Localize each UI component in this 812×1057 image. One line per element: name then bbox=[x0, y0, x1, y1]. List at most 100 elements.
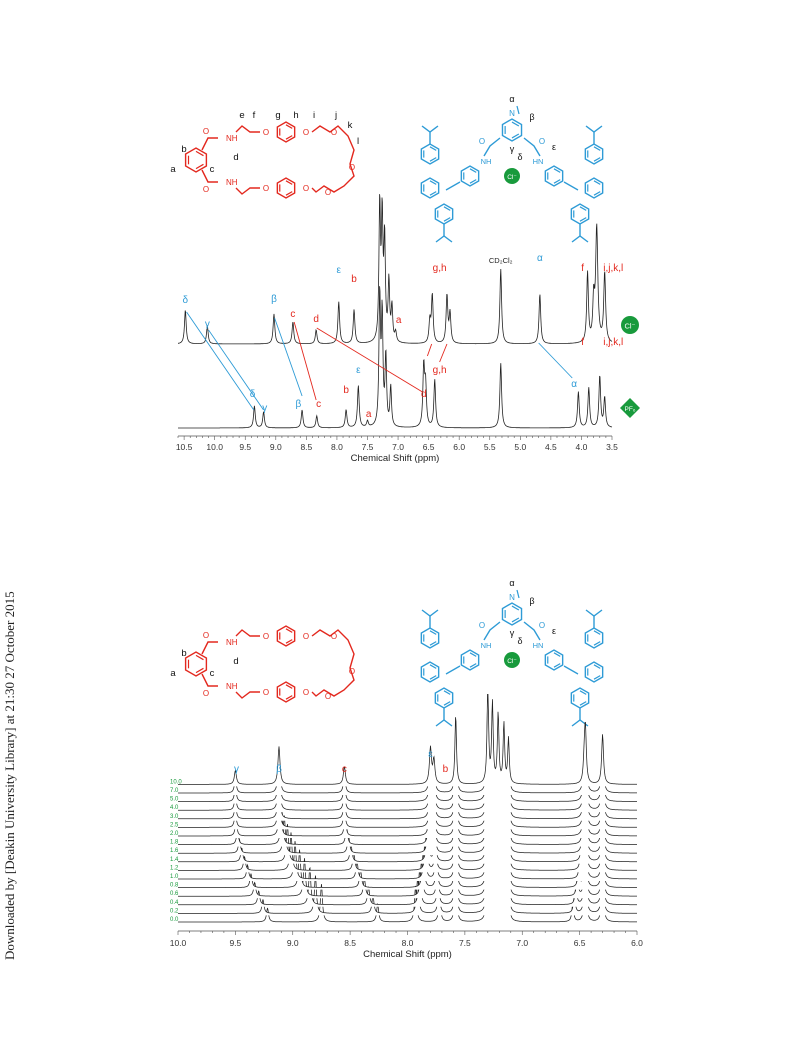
aryl-ring-top bbox=[276, 625, 296, 647]
trityl-ring-double-bond bbox=[579, 206, 587, 211]
spectrum-mask bbox=[178, 694, 637, 787]
chloride-badge bbox=[621, 316, 639, 334]
spectrum-mask bbox=[178, 746, 637, 838]
titration-spectrum bbox=[178, 728, 637, 820]
equivalents-label: 1.6 bbox=[170, 848, 179, 854]
peak-label-titration: ε bbox=[428, 749, 433, 760]
titration-spectrum bbox=[178, 771, 637, 863]
x-tick-label: 8.5 bbox=[344, 938, 356, 948]
isophthalamide-ring bbox=[184, 651, 208, 677]
trityl-ring-double-bond bbox=[429, 664, 437, 669]
peak-label-pf6: α bbox=[571, 379, 577, 390]
proton-letter: e bbox=[239, 110, 244, 121]
proton-letter: d bbox=[233, 152, 238, 163]
equivalents-label: 0.4 bbox=[170, 900, 179, 906]
nh-atom: NH bbox=[226, 178, 238, 187]
x-tick-label: 6.0 bbox=[453, 442, 465, 452]
peak-label-cl: δ bbox=[183, 295, 189, 306]
aryl-ring-bottom bbox=[276, 681, 296, 703]
oxygen-atom: O bbox=[479, 621, 485, 630]
x-tick-label: 7.0 bbox=[392, 442, 404, 452]
equivalents-label: 2.0 bbox=[170, 831, 179, 837]
pyridinium-ring-double-bond bbox=[511, 617, 520, 623]
amide-top bbox=[201, 641, 218, 655]
solvent-label: CD₂Cl₂ bbox=[489, 256, 513, 265]
aryl-ring-bottom-double-bond bbox=[285, 684, 293, 689]
nh-atom: HN bbox=[533, 157, 544, 166]
anilide-ring-left-double-bond bbox=[469, 652, 477, 657]
x-tick-label: 9.5 bbox=[229, 938, 241, 948]
anilide-ring-right bbox=[544, 649, 564, 671]
chloride-ion-label: Cl⁻ bbox=[507, 658, 517, 665]
nitrogen-atom: N bbox=[509, 593, 515, 602]
trityl-ring-double-bond bbox=[443, 690, 451, 695]
linker-top bbox=[235, 629, 260, 637]
nh-atom: HN bbox=[533, 641, 544, 650]
aryl-ring-bottom-double-bond bbox=[285, 191, 293, 196]
x-tick-label: 4.5 bbox=[545, 442, 557, 452]
correlation-line bbox=[316, 327, 423, 393]
spectrum-pf6 bbox=[178, 286, 613, 429]
equivalents-label: 0.6 bbox=[170, 891, 179, 897]
peak-label-titration: β bbox=[276, 764, 282, 775]
peak-label-pf6: ε bbox=[356, 365, 361, 376]
titration-spectrum bbox=[178, 719, 637, 811]
peak-label-cl: i,j,k,l bbox=[603, 263, 623, 274]
x-tick-label: 5.5 bbox=[484, 442, 496, 452]
equivalents-label: 0.2 bbox=[170, 908, 179, 914]
linker-top bbox=[235, 125, 260, 133]
chloride-ion bbox=[504, 652, 520, 668]
isophthalamide-ring-double-bond bbox=[195, 667, 204, 674]
peak-label-cl: ε bbox=[337, 265, 342, 276]
equivalents-label: 0.0 bbox=[170, 917, 179, 923]
isophthalamide-ring bbox=[184, 147, 208, 173]
x-axis-label: Chemical Shift (ppm) bbox=[363, 949, 452, 960]
spectrum-mask bbox=[178, 728, 637, 821]
trityl-ring-double-bond bbox=[429, 641, 437, 646]
oxygen-atom: O bbox=[263, 632, 269, 641]
correlation-line bbox=[274, 317, 303, 397]
oxygen-atom: O bbox=[539, 137, 545, 146]
peak-label-titration: b bbox=[443, 764, 449, 775]
peak-label-pf6: i,j,k,l bbox=[603, 337, 623, 348]
equivalents-label: 2.5 bbox=[170, 822, 179, 828]
amide-right bbox=[523, 621, 541, 641]
spectrum-mask bbox=[178, 711, 637, 804]
proton-letter: i bbox=[313, 110, 315, 121]
peak-label-cl: f bbox=[581, 263, 584, 274]
proton-greek: β bbox=[529, 596, 534, 606]
x-tick-label: 7.5 bbox=[459, 938, 471, 948]
x-tick-label: 10.0 bbox=[170, 938, 187, 948]
proton-greek: α bbox=[509, 94, 514, 104]
trityl-ring-double-bond bbox=[593, 675, 601, 680]
peak-label-cl: γ bbox=[205, 319, 210, 330]
trityl-ring-double-bond bbox=[429, 180, 437, 185]
equivalents-label: 1.2 bbox=[170, 865, 179, 871]
trityl-ring-double-bond bbox=[593, 630, 601, 635]
titration-spectrum bbox=[178, 694, 637, 785]
x-tick-label: 6.5 bbox=[423, 442, 435, 452]
trityl-ring-double-bond bbox=[443, 217, 451, 222]
pyridinium-ring-double-bond bbox=[511, 605, 520, 611]
equivalents-label: 1.8 bbox=[170, 840, 179, 846]
peak-label-cl: g,h bbox=[433, 263, 447, 274]
linker-bottom bbox=[235, 691, 260, 699]
peak-label-pf6: γ bbox=[262, 403, 267, 414]
x-tick-label: 4.0 bbox=[576, 442, 588, 452]
peak-label-pf6: g,h bbox=[433, 365, 447, 376]
aryl-ring-top-double-bond bbox=[285, 135, 293, 140]
oxygen-atom: O bbox=[303, 688, 309, 697]
pyridinium-ring bbox=[501, 118, 523, 142]
trityl-ring bbox=[420, 661, 440, 683]
proton-greek: δ bbox=[517, 152, 522, 162]
proton-greek: ε bbox=[552, 142, 556, 152]
linker-bottom bbox=[235, 187, 260, 195]
proton-letter: h bbox=[293, 110, 298, 121]
correlation-line bbox=[439, 343, 448, 363]
tbu-branch bbox=[571, 235, 589, 243]
trityl-ring-double-bond bbox=[429, 191, 437, 196]
anilide-ring-right bbox=[544, 165, 564, 187]
aryl-ring-top-double-bond bbox=[285, 124, 293, 129]
correlation-line bbox=[293, 321, 317, 401]
